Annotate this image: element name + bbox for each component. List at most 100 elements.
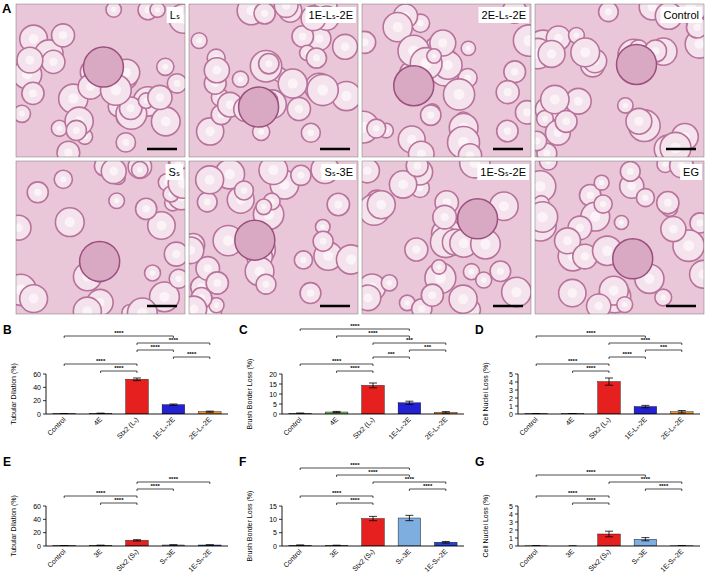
lumen — [537, 212, 548, 223]
error-cap — [333, 411, 341, 412]
panel-letter: G — [475, 455, 484, 469]
lumen — [574, 33, 580, 39]
lumen — [466, 151, 474, 157]
label-patch — [680, 164, 702, 180]
significance-bracket: **** — [645, 483, 681, 491]
bars — [525, 378, 693, 414]
tubule — [17, 47, 43, 73]
bracket-line — [337, 475, 410, 477]
significance-bracket: **** — [609, 476, 682, 484]
tubule — [367, 119, 386, 138]
error-cap — [369, 520, 377, 521]
y-tick-label: 0 — [273, 411, 277, 418]
lumen — [362, 39, 369, 47]
lumen — [268, 165, 278, 175]
label-patch — [167, 7, 183, 23]
x-tick-label: Control — [282, 415, 303, 436]
error-bar — [605, 531, 613, 537]
lumen — [504, 88, 512, 96]
image-frame — [362, 4, 531, 157]
lumen — [648, 4, 657, 12]
bars — [53, 378, 221, 414]
tissue-bg — [535, 161, 704, 314]
lumen — [261, 204, 266, 209]
y-axis — [518, 506, 519, 546]
panel-letter: B — [3, 323, 12, 337]
lumen — [25, 56, 34, 65]
bracket-line — [173, 357, 209, 359]
tubule — [206, 272, 228, 294]
tubule — [22, 82, 44, 104]
x-tick-label: 4E — [328, 416, 339, 427]
tubule — [20, 285, 48, 313]
significance-label: **** — [568, 490, 578, 496]
lumen — [602, 246, 612, 256]
y-tick-label: 10 — [269, 516, 277, 523]
lumen — [175, 275, 182, 282]
significance-label: **** — [586, 330, 596, 336]
y-axis-title: Brush Border Loss (%) — [246, 359, 254, 430]
significance-label: **** — [151, 483, 161, 489]
bar-panel: F051015Brush Border Loss (%)Control3EStx… — [239, 455, 464, 573]
bracket-line — [101, 371, 137, 373]
error-stem — [373, 516, 374, 520]
bar — [398, 518, 421, 546]
lumen — [323, 251, 333, 261]
x-axis — [282, 414, 464, 415]
bracket-line — [609, 343, 682, 345]
y-tick-label: 0 — [273, 543, 277, 550]
y-axis-title: Cell Nuclei Loss (%) — [482, 362, 490, 425]
lumen — [504, 127, 512, 135]
tissue-texture — [16, 4, 185, 157]
error-stem — [609, 531, 610, 537]
bracket-line — [64, 364, 137, 366]
lumen — [300, 257, 306, 263]
bracket-line — [64, 336, 173, 338]
y-tick-label: 0 — [509, 543, 513, 550]
image-frame — [16, 4, 185, 157]
error-cap — [206, 544, 214, 545]
panel-letter: C — [239, 323, 248, 337]
y-tick-label: 40 — [33, 384, 41, 391]
tubule — [504, 61, 526, 83]
tubule — [191, 33, 207, 49]
lumen — [543, 150, 550, 157]
y-tick-label: 40 — [33, 516, 41, 523]
x-tick-label: Sₛ-3E — [394, 548, 412, 566]
bracket-line — [409, 350, 445, 352]
error-stem — [609, 378, 610, 385]
image-label: Sₛ-3E — [324, 166, 353, 178]
lumen — [664, 199, 672, 207]
tubule — [291, 165, 311, 185]
lumen — [443, 60, 453, 70]
lumen — [499, 201, 509, 211]
significance-bracket: **** — [300, 358, 373, 366]
lumen — [459, 238, 469, 248]
lumen — [511, 287, 521, 297]
lumen — [320, 224, 325, 229]
tubule — [116, 133, 135, 152]
tubule — [254, 4, 275, 24]
lumen — [204, 199, 211, 206]
tubule — [42, 50, 65, 73]
glomerulus — [394, 66, 434, 106]
figure: ALₛ1E-Lₛ-2E2E-Lₛ-2EControlSₛSₛ-3E1E-Sₛ-2… — [0, 0, 708, 587]
glomerulus — [616, 44, 656, 84]
tubule — [381, 275, 397, 291]
tissue-bg — [16, 4, 185, 157]
lumen — [137, 308, 147, 314]
y-tick-label: 3 — [509, 387, 513, 394]
tubule — [145, 265, 161, 281]
significance-bracket: **** — [536, 469, 645, 477]
lumen — [590, 212, 600, 222]
lumen — [619, 220, 624, 225]
micrograph: Sₛ — [5, 153, 198, 328]
y-tick-label: 3 — [509, 519, 513, 526]
x-tick-label: Sₛ-3E — [630, 548, 648, 566]
x-tick-label: 1E-Sₛ-2E — [659, 548, 685, 574]
tubule — [362, 161, 379, 183]
tubule — [259, 54, 279, 74]
glomerulus — [613, 239, 653, 279]
lumen — [562, 118, 570, 126]
lumen — [297, 172, 304, 179]
